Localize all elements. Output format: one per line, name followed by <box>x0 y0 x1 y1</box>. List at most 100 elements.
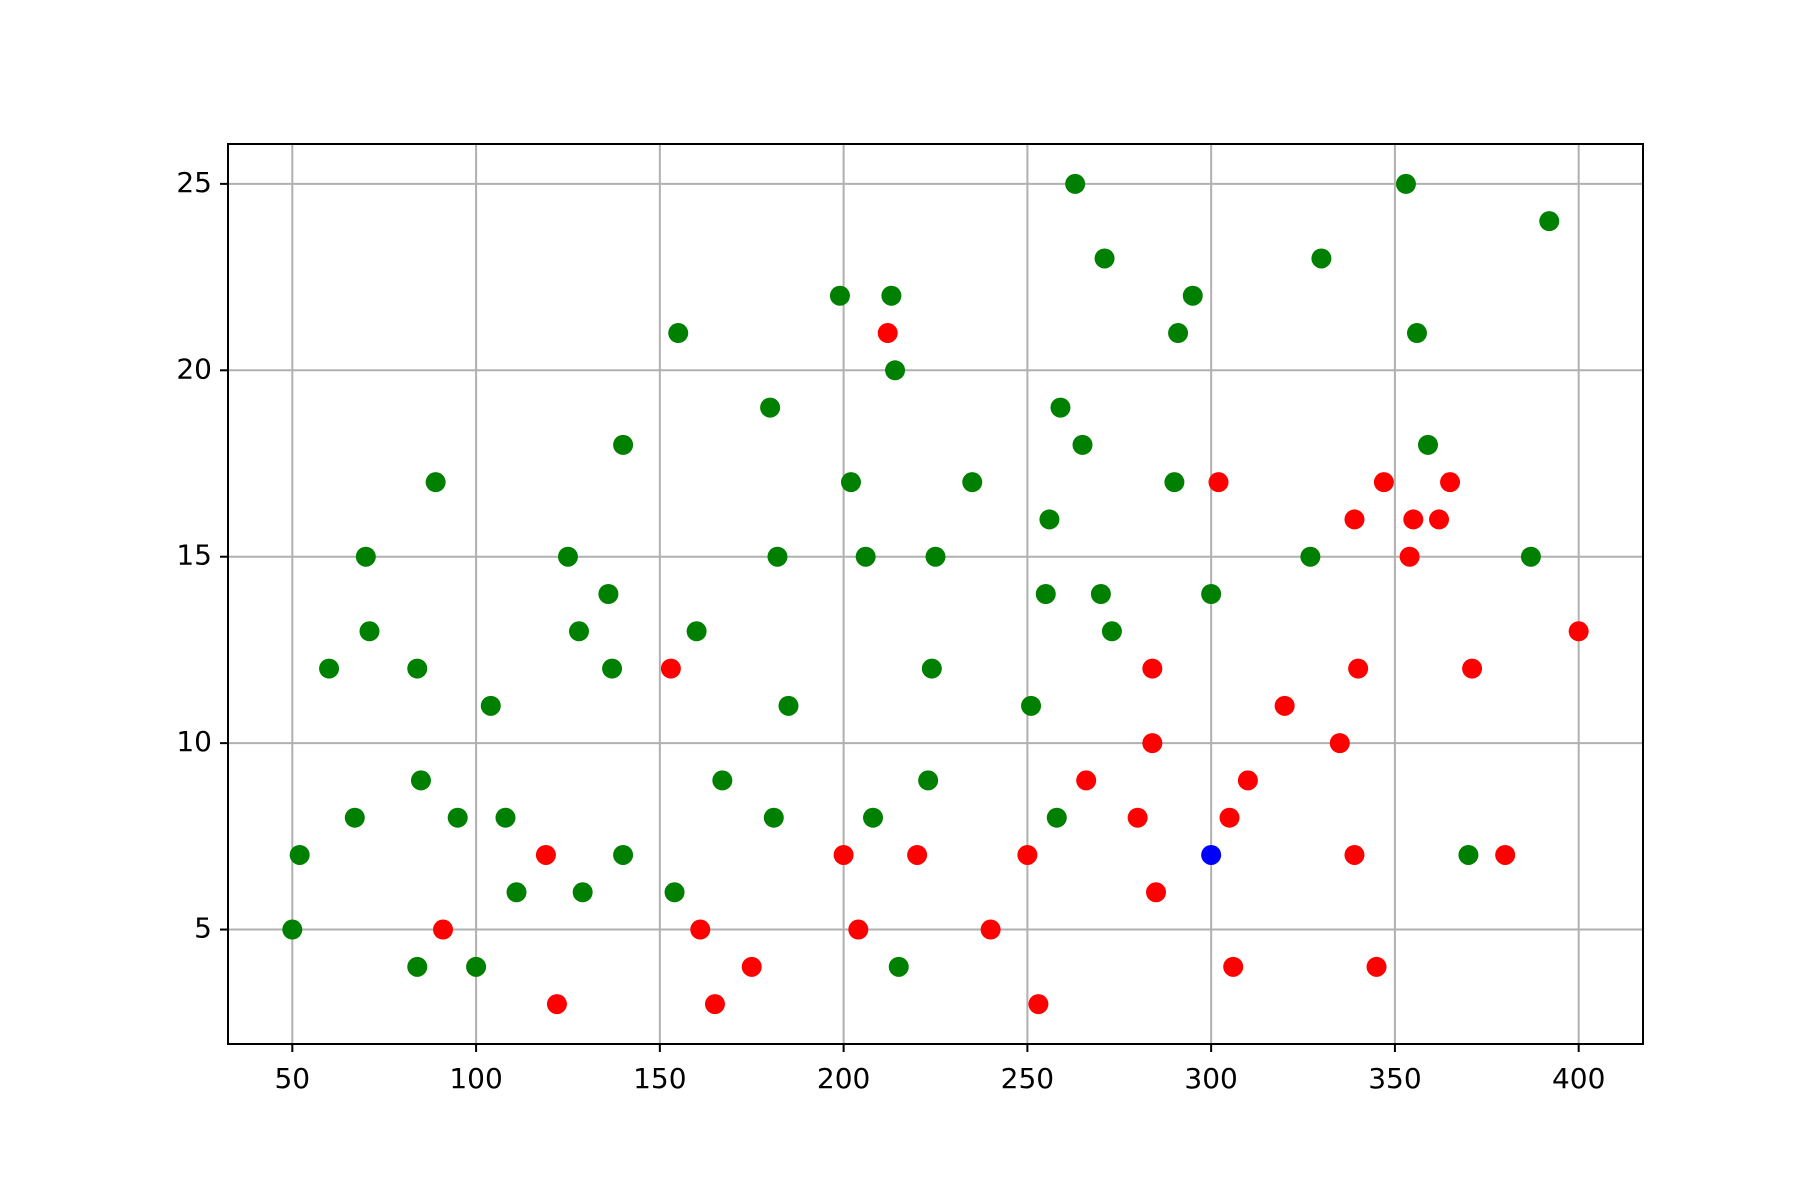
scatter-point <box>1274 695 1295 716</box>
scatter-point <box>355 546 376 567</box>
scatter-point <box>925 546 946 567</box>
scatter-point <box>763 807 784 828</box>
scatter-point <box>344 807 365 828</box>
scatter-point <box>690 919 711 940</box>
scatter-point <box>1201 584 1222 604</box>
scatter-point <box>1146 882 1167 903</box>
scatter-point <box>447 807 468 828</box>
scatter-point <box>557 546 578 567</box>
scatter-point <box>1329 733 1350 754</box>
scatter-point <box>1076 770 1097 791</box>
scatter-point <box>1219 807 1240 828</box>
scatter-point <box>282 919 303 940</box>
plot-frame <box>227 143 1644 1045</box>
scatter-point <box>1395 173 1416 194</box>
scatter-point <box>1495 844 1516 865</box>
scatter-point <box>1182 285 1203 306</box>
scatter-point <box>1072 434 1093 455</box>
scatter-point <box>712 770 733 791</box>
scatter-point <box>1168 323 1189 344</box>
scatter-point <box>840 472 861 493</box>
scatter-point <box>833 844 854 865</box>
scatter-point <box>1399 546 1420 567</box>
scatter-point <box>1344 509 1365 530</box>
scatter-point <box>877 323 898 344</box>
x-tick-label: 250 <box>1001 1062 1054 1095</box>
x-tick-label: 100 <box>449 1062 502 1095</box>
scatter-point <box>962 472 983 493</box>
scatter-point <box>480 695 501 716</box>
scatter-point <box>1090 584 1111 604</box>
scatter-point <box>704 994 725 1015</box>
y-tick-label: 5 <box>194 912 212 945</box>
scatter-point <box>778 695 799 716</box>
scatter-point <box>1348 658 1369 679</box>
scatter-point <box>863 807 884 828</box>
y-tick-label: 20 <box>176 352 212 385</box>
scatter-point <box>888 956 909 977</box>
scatter-point <box>1094 248 1115 269</box>
scatter-point <box>1417 434 1438 455</box>
scatter-point <box>855 546 876 567</box>
scatter-point <box>1568 621 1589 642</box>
scatter-point <box>1142 733 1163 754</box>
x-tick-label: 350 <box>1368 1062 1421 1095</box>
scatter-point <box>407 658 428 679</box>
scatter-point <box>425 472 446 493</box>
scatter-point <box>760 397 781 418</box>
scatter-point <box>1028 994 1049 1015</box>
scatter-point <box>546 994 567 1015</box>
scatter-point <box>1208 472 1229 493</box>
scatter-point <box>1127 807 1148 828</box>
scatter-point <box>1366 956 1387 977</box>
scatter-point <box>1458 844 1479 865</box>
scatter-point <box>1039 509 1060 530</box>
scatter-point <box>407 956 428 977</box>
x-tick-label: 400 <box>1552 1062 1605 1095</box>
scatter-point <box>613 434 634 455</box>
scatter-point <box>535 844 556 865</box>
scatter-point <box>1223 956 1244 977</box>
scatter-point <box>1462 658 1483 679</box>
scatter-point <box>359 621 380 642</box>
scatter-point <box>686 621 707 642</box>
scatter-point <box>506 882 527 903</box>
scatter-point <box>660 658 681 679</box>
x-tick-label: 50 <box>274 1062 310 1095</box>
scatter-point <box>1201 844 1222 865</box>
scatter-point <box>1406 323 1427 344</box>
x-tick-label: 300 <box>1184 1062 1237 1095</box>
scatter-point <box>1429 509 1450 530</box>
scatter-point <box>572 882 593 903</box>
scatter-point <box>741 956 762 977</box>
scatter-point <box>598 584 619 604</box>
scatter-point <box>1373 472 1394 493</box>
scatter-point <box>613 844 634 865</box>
scatter-point <box>568 621 589 642</box>
scatter-point <box>1311 248 1332 269</box>
scatter-point <box>1164 472 1185 493</box>
scatter-point <box>980 919 1001 940</box>
x-tick-label: 200 <box>817 1062 870 1095</box>
y-tick-label: 15 <box>176 539 212 572</box>
y-tick-label: 10 <box>176 725 212 758</box>
scatter-point <box>664 882 685 903</box>
scatter-point <box>1046 807 1067 828</box>
scatter-point <box>433 919 454 940</box>
scatter-point <box>410 770 431 791</box>
scatter-point <box>1035 584 1056 604</box>
scatter-point <box>1300 546 1321 567</box>
scatter-point <box>1440 472 1461 493</box>
scatter-point <box>495 807 516 828</box>
scatter-point <box>289 844 310 865</box>
scatter-point <box>767 546 788 567</box>
scatter-point <box>466 956 487 977</box>
scatter-point <box>319 658 340 679</box>
scatter-point <box>918 770 939 791</box>
scatter-point <box>1403 509 1424 530</box>
scatter-point <box>1101 621 1122 642</box>
scatter-point <box>1237 770 1258 791</box>
scatter-point <box>1142 658 1163 679</box>
x-tick-label: 150 <box>633 1062 686 1095</box>
